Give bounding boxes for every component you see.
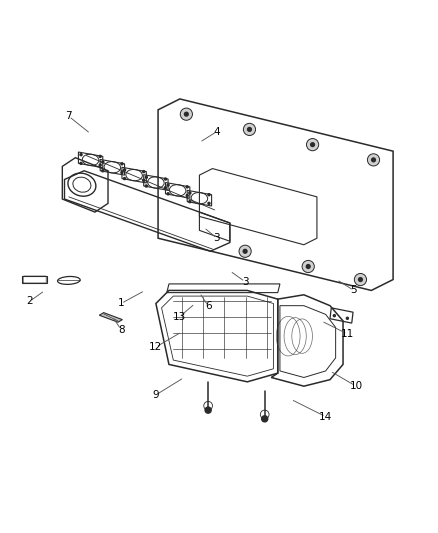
Circle shape <box>164 177 167 181</box>
Circle shape <box>166 183 170 187</box>
Circle shape <box>205 407 211 413</box>
Text: 7: 7 <box>66 111 72 122</box>
Circle shape <box>185 185 189 189</box>
Circle shape <box>145 184 148 188</box>
Circle shape <box>239 245 251 257</box>
Circle shape <box>307 139 319 151</box>
Circle shape <box>180 108 192 120</box>
Text: 5: 5 <box>350 286 357 295</box>
Circle shape <box>166 192 170 196</box>
Circle shape <box>99 155 102 158</box>
Circle shape <box>164 186 167 189</box>
Circle shape <box>302 261 314 272</box>
Circle shape <box>354 273 367 286</box>
Text: 6: 6 <box>205 301 212 311</box>
Circle shape <box>120 171 124 174</box>
Circle shape <box>185 194 189 197</box>
Circle shape <box>207 193 211 197</box>
Circle shape <box>371 157 376 163</box>
Text: 8: 8 <box>118 325 124 335</box>
Text: 9: 9 <box>152 390 159 400</box>
Circle shape <box>358 277 363 282</box>
Circle shape <box>99 163 102 167</box>
Circle shape <box>346 317 349 320</box>
Circle shape <box>247 127 252 132</box>
Circle shape <box>310 142 315 147</box>
Circle shape <box>367 154 380 166</box>
Circle shape <box>79 153 83 156</box>
Text: 3: 3 <box>242 277 248 287</box>
Circle shape <box>184 111 189 117</box>
Circle shape <box>188 191 191 195</box>
Circle shape <box>332 314 336 318</box>
Circle shape <box>207 201 211 205</box>
Circle shape <box>306 264 311 269</box>
Circle shape <box>188 200 191 204</box>
Text: 1: 1 <box>118 298 124 309</box>
Text: 14: 14 <box>319 411 332 422</box>
Text: 10: 10 <box>350 381 363 391</box>
Text: 13: 13 <box>173 312 187 321</box>
Text: 3: 3 <box>213 233 220 243</box>
Circle shape <box>261 416 268 422</box>
Circle shape <box>243 249 248 254</box>
Text: 2: 2 <box>26 296 33 306</box>
Polygon shape <box>99 313 122 322</box>
Circle shape <box>101 160 105 164</box>
Text: 4: 4 <box>213 126 220 136</box>
Circle shape <box>145 175 148 179</box>
Text: 12: 12 <box>149 342 162 352</box>
Text: 11: 11 <box>341 329 354 339</box>
Circle shape <box>79 161 83 165</box>
Circle shape <box>123 177 126 180</box>
Circle shape <box>101 169 105 173</box>
Circle shape <box>142 170 145 173</box>
Circle shape <box>123 168 126 172</box>
Circle shape <box>142 179 145 182</box>
Circle shape <box>120 162 124 166</box>
Circle shape <box>244 123 255 135</box>
